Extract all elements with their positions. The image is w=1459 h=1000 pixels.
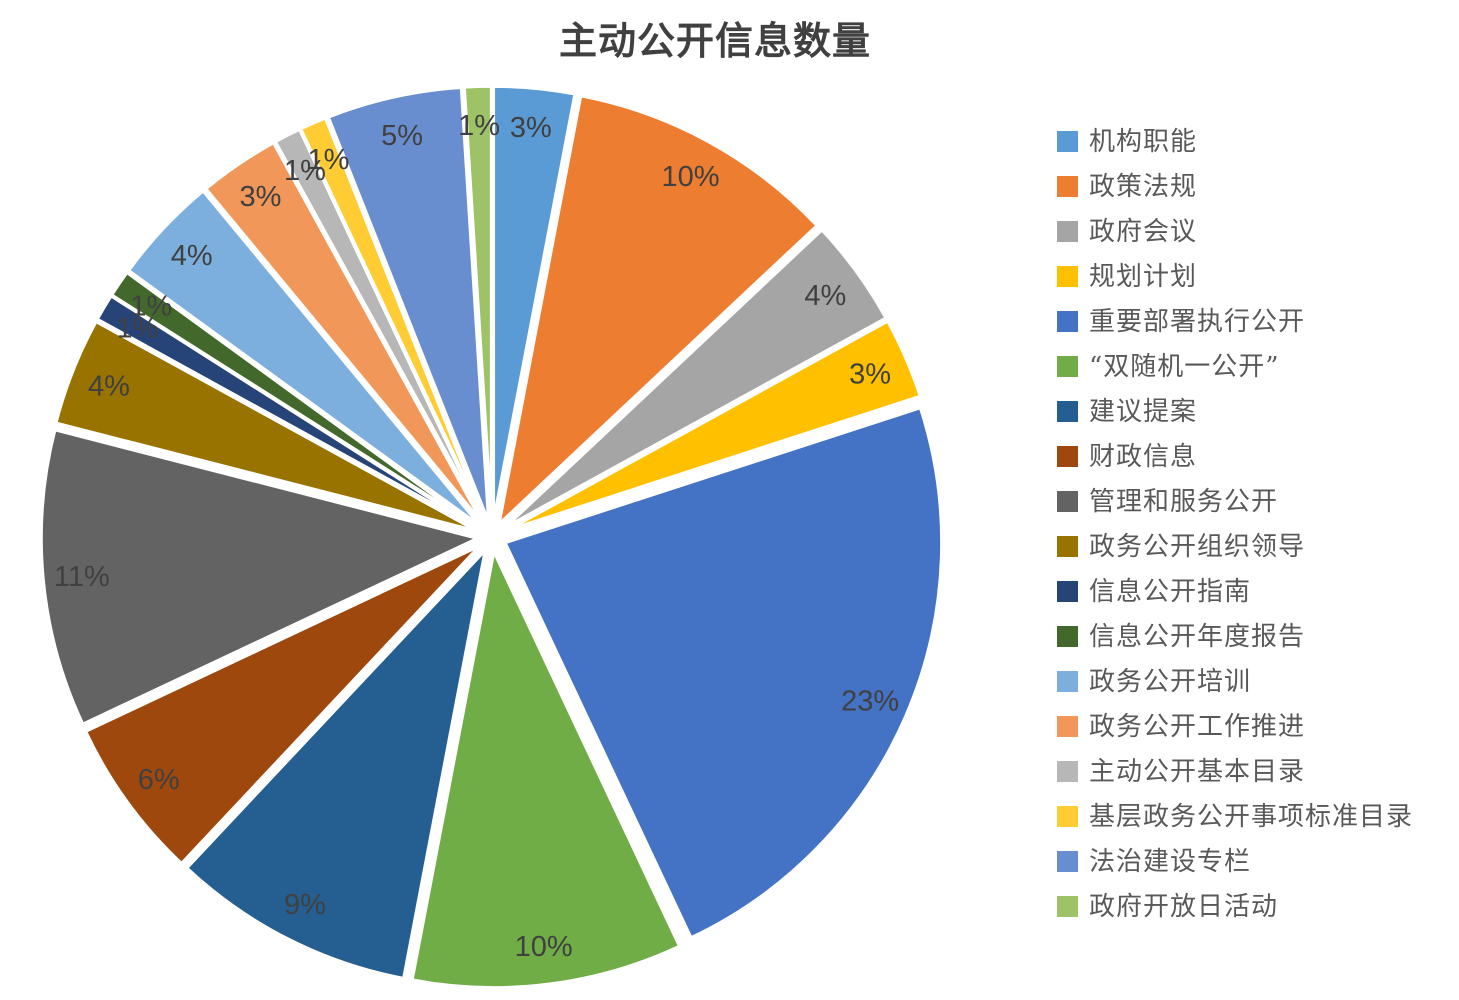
pie-slice-label-17: 1% [458,110,500,142]
pie-slice-9 [53,318,480,534]
pie-slice-6 [184,543,489,981]
pie-slice-label-1: 10% [661,161,719,193]
pie-slice-label-8: 11% [54,561,110,593]
pie-slice-11 [108,269,482,531]
legend-label: 信息公开年度报告 [1089,621,1306,652]
pie-slice-12 [125,188,484,529]
legend-swatch-icon [1057,761,1078,782]
legend-label: 重要部署执行公开 [1089,306,1306,337]
chart-legend: 机构职能政策法规政府会议规划计划重要部署执行公开 “双随机一公开” 建议提案财政信息… [1057,126,1414,941]
pie-slice-label-4: 23% [841,686,899,718]
legend-label: 政务公开工作推进 [1089,711,1306,742]
pie-slice-16 [325,85,491,524]
pie-slice-label-9: 4% [88,370,130,402]
pie-slice-label-3: 3% [849,358,891,390]
legend-label: 财政信息 [1089,441,1198,472]
pie-slice-label-15: 1% [307,144,349,176]
pie-slice-3 [503,318,923,534]
pie-slice-7 [82,543,482,867]
legend-item-16: 法治建设专栏 [1057,846,1413,877]
pie-slice-13 [203,140,486,527]
legend-item-8: 管理和服务公开 [1057,486,1413,517]
legend-swatch-icon [1057,356,1078,377]
pie-slice-label-10: 1% [116,312,158,344]
pie-slices-group [39,84,944,990]
legend-swatch-icon [1057,716,1078,737]
legend-label: “双随机一公开” [1089,351,1280,382]
legend-label: 政务公开组织领导 [1089,531,1306,562]
legend-label: 主动公开基本目录 [1089,756,1306,787]
pie-slice-label-16: 5% [381,120,423,152]
pie-slice-2 [502,227,889,531]
pie-slice-label-11: 1% [130,290,172,322]
pie-slice-label-0: 3% [510,112,552,144]
legend-item-11: 信息公开年度报告 [1057,621,1413,652]
pie-slice-17 [462,84,494,524]
pie-slice-label-7: 6% [138,764,180,796]
legend-item-2: 政府会议 [1057,216,1413,247]
legend-item-14: 主动公开基本目录 [1057,756,1413,787]
legend-item-3: 规划计划 [1057,261,1413,292]
legend-item-4: 重要部署执行公开 [1057,306,1413,337]
legend-swatch-icon [1057,266,1078,287]
pie-slice-15 [298,115,489,525]
legend-swatch-icon [1057,446,1078,467]
legend-swatch-icon [1057,851,1078,872]
legend-label: 机构职能 [1089,126,1198,157]
pie-slice-label-12: 4% [171,240,213,272]
legend-swatch-icon [1057,401,1078,422]
pie-slice-label-5: 10% [515,931,573,963]
legend-item-13: 政务公开工作推进 [1057,711,1413,742]
legend-item-9: 政务公开组织领导 [1057,531,1413,562]
legend-label: 管理和服务公开 [1089,486,1279,517]
pie-slice-label-14: 1% [284,155,326,187]
legend-label: 法治建设专栏 [1089,846,1252,877]
legend-item-17: 政府开放日活动 [1057,891,1413,922]
legend-swatch-icon [1057,896,1078,917]
legend-label: 政府开放日活动 [1089,891,1279,922]
pie-slice-label-13: 3% [239,181,281,213]
legend-item-1: 政策法规 [1057,171,1413,202]
legend-item-5: “双随机一公开” [1057,351,1413,382]
pie-labels-group: 3%10%4%3%23%10%9%6%11%4%1%1%4%3%1%1%5% 1% [54,110,899,963]
legend-swatch-icon [1057,491,1078,512]
pie-slice-1 [495,93,820,530]
legend-swatch-icon [1057,671,1078,692]
legend-swatch-icon [1057,626,1078,647]
legend-label: 规划计划 [1089,261,1198,292]
legend-item-10: 信息公开指南 [1057,576,1413,607]
legend-item-6: 建议提案 [1057,396,1413,427]
legend-swatch-icon [1057,311,1078,332]
legend-swatch-icon [1057,221,1078,242]
legend-label: 政策法规 [1089,171,1198,202]
legend-label: 信息公开指南 [1089,576,1252,607]
legend-item-15: 基层政务公开事项标准目录 [1057,801,1414,832]
pie-slice-label-2: 4% [804,280,846,312]
chart-title: 主动公开信息数量 [558,18,871,63]
legend-swatch-icon [1057,581,1078,602]
pie-plot-area: 3%10%4%3%23%10%9%6%11%4%1%1%4%3%1%1%5% 1% [39,84,944,990]
legend-label: 基层政务公开事项标准目录 [1089,801,1414,832]
legend-label: 政务公开培训 [1089,666,1252,697]
legend-swatch-icon [1057,536,1078,557]
pie-slice-5 [409,545,683,990]
legend-item-12: 政务公开培训 [1057,666,1413,697]
legend-swatch-icon [1057,806,1078,827]
legend-swatch-icon [1057,176,1078,197]
pie-slice-8 [39,427,484,727]
legend-item-7: 财政信息 [1057,441,1413,472]
legend-swatch-icon [1057,131,1078,152]
legend-label: 建议提案 [1089,396,1198,427]
pie-slice-4 [502,405,944,941]
pie-slice-label-6: 9% [284,889,326,921]
legend-label: 政府会议 [1089,216,1198,247]
legend-item-0: 机构职能 [1057,126,1413,157]
